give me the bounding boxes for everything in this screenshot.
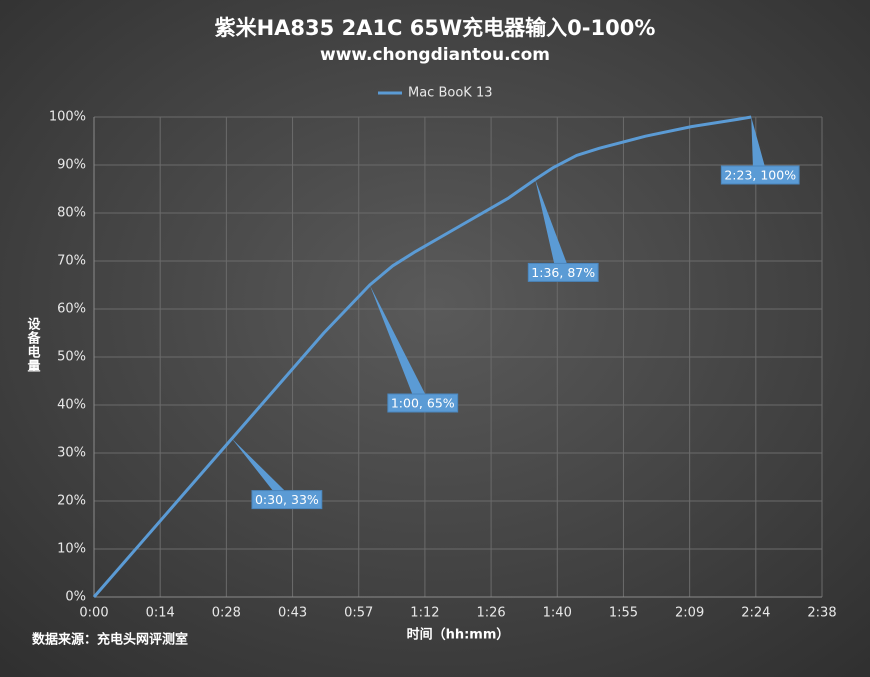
legend-label: Mac BooK 13 bbox=[408, 86, 493, 101]
y-tick-label: 60% bbox=[57, 302, 86, 317]
chart-subtitle: www.chongdiantou.com bbox=[320, 45, 550, 65]
x-tick-label: 0:28 bbox=[212, 606, 241, 621]
callout: 0:30, 33% bbox=[231, 438, 323, 510]
callout-box bbox=[527, 262, 599, 282]
x-tick-label: 1:26 bbox=[476, 606, 505, 621]
callout: 1:00, 65% bbox=[369, 285, 459, 413]
callout-label: 1:36, 87% bbox=[531, 265, 595, 280]
x-tick-label: 2:24 bbox=[741, 606, 770, 621]
callout-box bbox=[251, 490, 323, 510]
y-tick-label: 40% bbox=[57, 398, 86, 413]
x-tick-label: 0:14 bbox=[146, 606, 175, 621]
y-tick-label: 80% bbox=[57, 206, 86, 221]
x-axis-label: 时间（hh:mm） bbox=[407, 627, 510, 643]
callout-pointer bbox=[231, 438, 294, 500]
y-tick-label: 20% bbox=[57, 494, 86, 509]
x-tick-label: 2:09 bbox=[675, 606, 704, 621]
callout-box bbox=[387, 393, 459, 413]
y-axis-label: 设备电量 bbox=[25, 317, 42, 373]
y-tick-label: 30% bbox=[57, 446, 86, 461]
callout-box bbox=[720, 165, 800, 185]
x-tick-label: 1:12 bbox=[410, 606, 439, 621]
y-tick-label: 0% bbox=[65, 590, 86, 605]
y-tick-label: 10% bbox=[57, 542, 86, 557]
y-tick-label: 90% bbox=[57, 158, 86, 173]
y-tick-label: 70% bbox=[57, 254, 86, 269]
x-tick-label: 1:40 bbox=[543, 606, 572, 621]
callout-pointer bbox=[369, 285, 430, 403]
callout-pointer bbox=[751, 117, 768, 175]
x-tick-label: 0:43 bbox=[278, 606, 307, 621]
y-tick-label: 50% bbox=[57, 350, 86, 365]
source-note: 数据来源：充电头网评测室 bbox=[32, 632, 188, 648]
x-tick-label: 0:00 bbox=[79, 606, 108, 621]
data-line bbox=[92, 115, 752, 598]
callout-label: 2:23, 100% bbox=[724, 168, 796, 183]
x-tick-label: 0:57 bbox=[344, 606, 373, 621]
x-tick-label: 2:38 bbox=[807, 606, 836, 621]
callout-label: 0:30, 33% bbox=[255, 492, 319, 507]
x-tick-label: 1:55 bbox=[609, 606, 638, 621]
chart-title: 紫米HA835 2A1C 65W充电器输入0-100% bbox=[215, 16, 656, 40]
callout-label: 1:00, 65% bbox=[391, 396, 455, 411]
y-tick-label: 100% bbox=[49, 110, 86, 125]
callout-pointer bbox=[535, 179, 571, 273]
callout: 2:23, 100% bbox=[720, 117, 800, 185]
callout: 1:36, 87% bbox=[527, 179, 599, 282]
